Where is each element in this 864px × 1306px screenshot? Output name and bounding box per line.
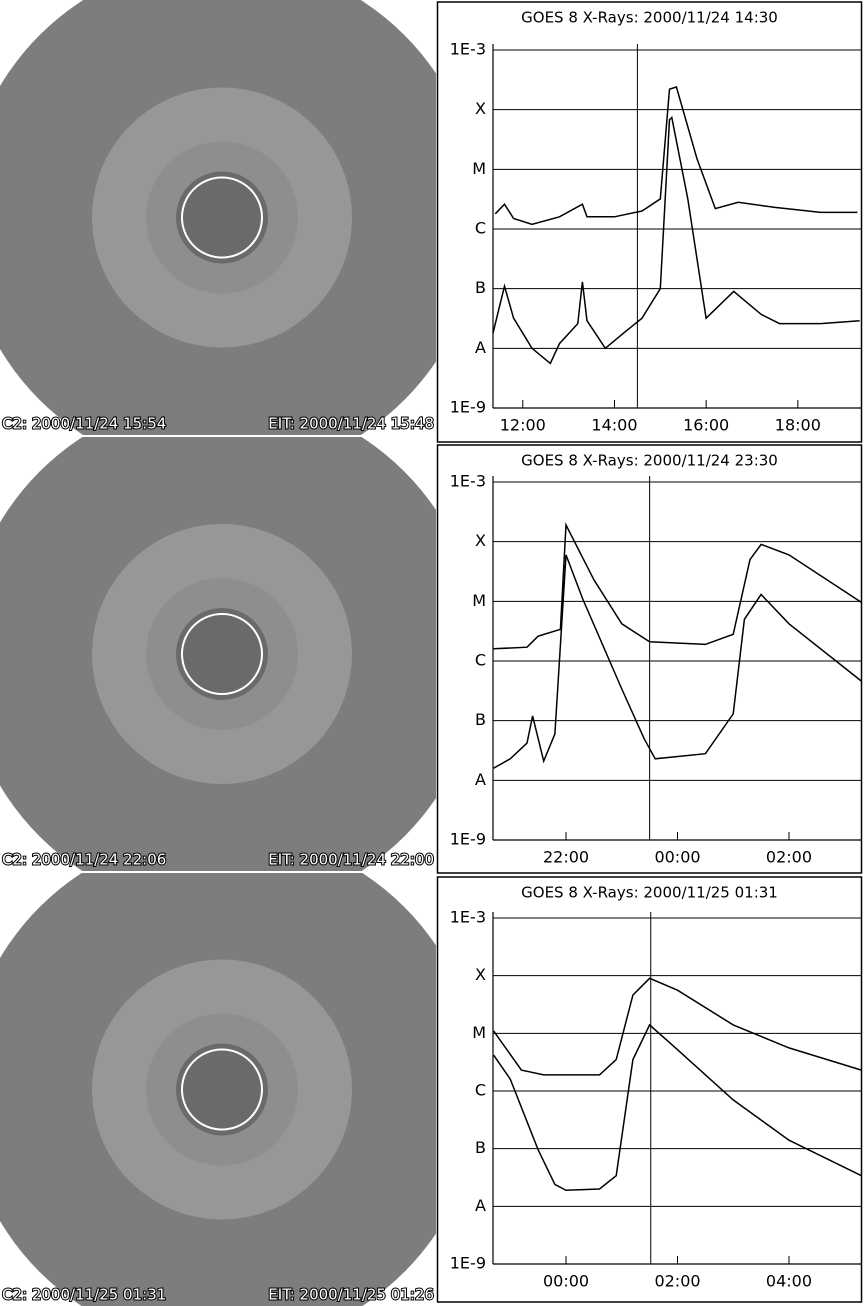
- y-tick-label: 1E-9: [450, 1254, 486, 1273]
- c2-caption: C2: 2000/11/24 22:06: [2, 851, 166, 869]
- y-tick-label: A: [475, 1196, 486, 1215]
- c2-caption: C2: 2000/11/25 01:31: [2, 1286, 166, 1304]
- y-tick-label: A: [475, 338, 486, 357]
- x-tick-label: 18:00: [775, 416, 821, 435]
- c2-caption: C2: 2000/11/24 15:54: [2, 415, 166, 433]
- x-tick-label: 02:00: [654, 1272, 700, 1291]
- chart-frame: [436, 876, 863, 1303]
- y-tick-label: 1E-9: [450, 398, 486, 417]
- y-tick-label: B: [475, 1138, 486, 1157]
- y-tick-label: A: [475, 770, 486, 789]
- x-tick-label: 12:00: [500, 416, 546, 435]
- chart-title: GOES 8 X-Rays: 2000/11/24 23:30: [521, 452, 778, 470]
- eit-caption: EIT: 2000/11/24 22:00: [268, 851, 434, 869]
- y-tick-label: B: [475, 278, 486, 297]
- y-tick-label: C: [475, 1081, 486, 1100]
- y-tick-label: B: [475, 710, 486, 729]
- solar-limb: [181, 1048, 263, 1131]
- eit-caption: EIT: 2000/11/24 15:48: [268, 415, 434, 433]
- y-tick-label: C: [475, 651, 486, 670]
- chart-title: GOES 8 X-Rays: 2000/11/24 14:30: [521, 9, 778, 27]
- y-tick-label: M: [472, 1023, 486, 1042]
- y-tick-label: C: [475, 219, 486, 238]
- y-tick-label: M: [472, 159, 486, 178]
- x-tick-label: 00:00: [543, 1272, 589, 1291]
- y-tick-label: 1E-9: [450, 830, 486, 849]
- eit-caption: EIT: 2000/11/25 01:26: [268, 1286, 434, 1304]
- eit-disk: [176, 608, 268, 700]
- flux-line: [492, 116, 860, 365]
- chart-frame: [436, 1, 863, 443]
- y-tick-label: 1E-3: [450, 472, 486, 491]
- coronagraph-image: [0, 0, 436, 435]
- coronagraph-image: [0, 437, 436, 871]
- x-tick-label: 00:00: [654, 848, 700, 867]
- y-tick-label: X: [475, 99, 486, 118]
- coronagraph-image: [0, 873, 436, 1306]
- eit-disk: [176, 171, 268, 264]
- chart-title: GOES 8 X-Rays: 2000/11/25 01:31: [521, 884, 778, 902]
- y-tick-label: M: [472, 591, 486, 610]
- flux-line: [492, 977, 862, 1076]
- flux-line: [494, 86, 858, 226]
- x-tick-label: 22:00: [543, 848, 589, 867]
- x-tick-label: 16:00: [683, 416, 729, 435]
- flux-line: [492, 1023, 862, 1192]
- y-tick-label: 1E-3: [450, 40, 486, 59]
- y-tick-label: X: [475, 965, 486, 984]
- solar-limb: [181, 176, 263, 259]
- x-tick-label: 14:00: [591, 416, 637, 435]
- eit-disk: [176, 1043, 268, 1136]
- solar-limb: [181, 613, 263, 695]
- flux-line: [493, 522, 862, 650]
- y-tick-label: X: [475, 531, 486, 550]
- x-tick-label: 02:00: [766, 848, 812, 867]
- flux-line: [493, 554, 862, 769]
- y-tick-label: 1E-3: [450, 908, 486, 927]
- x-tick-label: 04:00: [766, 1272, 812, 1291]
